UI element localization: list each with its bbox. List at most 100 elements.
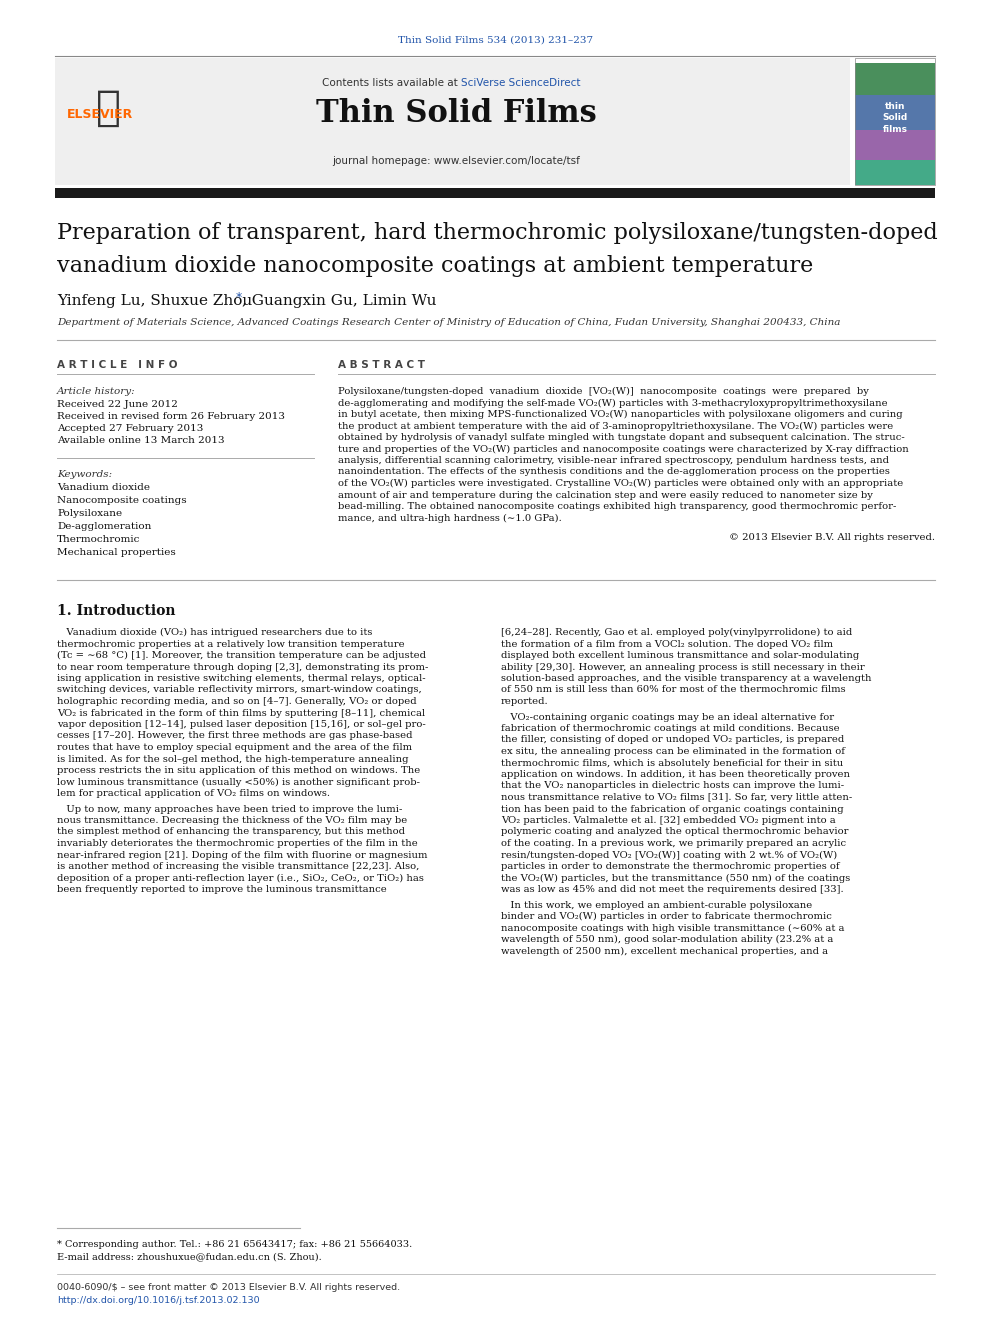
Text: polymeric coating and analyzed the optical thermochromic behavior: polymeric coating and analyzed the optic…: [501, 827, 848, 836]
Text: thermochromic films, which is absolutely beneficial for their in situ: thermochromic films, which is absolutely…: [501, 758, 843, 767]
Text: that the VO₂ nanoparticles in dielectric hosts can improve the lumi-: that the VO₂ nanoparticles in dielectric…: [501, 782, 844, 791]
Bar: [855, 95, 935, 130]
Text: nous transmittance relative to VO₂ films [31]. So far, very little atten-: nous transmittance relative to VO₂ films…: [501, 792, 852, 802]
Text: process restricts the in situ application of this method on windows. The: process restricts the in situ applicatio…: [57, 766, 421, 775]
Bar: [62, 65, 155, 152]
Text: mance, and ultra-high hardness (∼1.0 GPa).: mance, and ultra-high hardness (∼1.0 GPa…: [338, 513, 561, 523]
Text: journal homepage: www.elsevier.com/locate/tsf: journal homepage: www.elsevier.com/locat…: [332, 156, 580, 165]
Text: Polysiloxane/tungsten-doped  vanadium  dioxide  [VO₂(W)]  nanocomposite  coating: Polysiloxane/tungsten-doped vanadium dio…: [338, 388, 869, 396]
Text: Received 22 June 2012: Received 22 June 2012: [57, 400, 178, 409]
Text: solution-based approaches, and the visible transparency at a wavelength: solution-based approaches, and the visib…: [501, 673, 872, 683]
Text: was as low as 45% and did not meet the requirements desired [33].: was as low as 45% and did not meet the r…: [501, 885, 843, 894]
Text: Department of Materials Science, Advanced Coatings Research Center of Ministry o: Department of Materials Science, Advance…: [57, 318, 840, 327]
Text: lem for practical application of VO₂ films on windows.: lem for practical application of VO₂ fil…: [57, 789, 330, 798]
Text: binder and VO₂(W) particles in order to fabricate thermochromic: binder and VO₂(W) particles in order to …: [501, 912, 832, 921]
Text: Thermochromic: Thermochromic: [57, 534, 141, 544]
Text: wavelength of 2500 nm), excellent mechanical properties, and a: wavelength of 2500 nm), excellent mechan…: [501, 946, 828, 955]
Text: Vanadium dioxide (VO₂) has intrigued researchers due to its: Vanadium dioxide (VO₂) has intrigued res…: [57, 628, 372, 638]
Text: thermochromic properties at a relatively low transition temperature: thermochromic properties at a relatively…: [57, 639, 405, 648]
Text: nanocomposite coatings with high visible transmittance (∼60% at a: nanocomposite coatings with high visible…: [501, 923, 844, 933]
Text: De-agglomeration: De-agglomeration: [57, 523, 152, 531]
Text: *: *: [235, 291, 242, 304]
Text: Preparation of transparent, hard thermochromic polysiloxane/tungsten-doped: Preparation of transparent, hard thermoc…: [57, 222, 937, 243]
Text: , Guangxin Gu, Limin Wu: , Guangxin Gu, Limin Wu: [241, 294, 436, 308]
Text: the VO₂(W) particles, but the transmittance (550 nm) of the coatings: the VO₂(W) particles, but the transmitta…: [501, 873, 850, 882]
Text: the filler, consisting of doped or undoped VO₂ particles, is prepared: the filler, consisting of doped or undop…: [501, 736, 844, 745]
Text: displayed both excellent luminous transmittance and solar-modulating: displayed both excellent luminous transm…: [501, 651, 859, 660]
Text: thin
Solid
films: thin Solid films: [882, 102, 908, 134]
Text: Contents lists available at: Contents lists available at: [322, 78, 461, 89]
Text: the simplest method of enhancing the transparency, but this method: the simplest method of enhancing the tra…: [57, 827, 405, 836]
Text: VO₂ is fabricated in the form of thin films by sputtering [8–11], chemical: VO₂ is fabricated in the form of thin fi…: [57, 709, 426, 717]
Text: VO₂-containing organic coatings may be an ideal alternative for: VO₂-containing organic coatings may be a…: [501, 713, 834, 721]
Text: the product at ambient temperature with the aid of 3-aminopropyltriethoxysilane.: the product at ambient temperature with …: [338, 422, 893, 430]
Bar: [855, 64, 935, 95]
Text: resin/tungsten-doped VO₂ [VO₂(W)] coating with 2 wt.% of VO₂(W): resin/tungsten-doped VO₂ [VO₂(W)] coatin…: [501, 851, 837, 860]
Text: in butyl acetate, then mixing MPS-functionalized VO₂(W) nanoparticles with polys: in butyl acetate, then mixing MPS-functi…: [338, 410, 903, 419]
Text: ELSEVIER: ELSEVIER: [66, 108, 133, 122]
Text: E-mail address: zhoushuxue@fudan.edu.cn (S. Zhou).: E-mail address: zhoushuxue@fudan.edu.cn …: [57, 1252, 321, 1261]
Text: VO₂ particles. Valmalette et al. [32] embedded VO₂ pigment into a: VO₂ particles. Valmalette et al. [32] em…: [501, 816, 835, 826]
Text: deposition of a proper anti-reflection layer (i.e., SiO₂, CeO₂, or TiO₂) has: deposition of a proper anti-reflection l…: [57, 873, 424, 882]
Text: particles in order to demonstrate the thermochromic properties of: particles in order to demonstrate the th…: [501, 863, 839, 871]
Text: Received in revised form 26 February 2013: Received in revised form 26 February 201…: [57, 411, 285, 421]
Text: 0040-6090/$ – see front matter © 2013 Elsevier B.V. All rights reserved.: 0040-6090/$ – see front matter © 2013 El…: [57, 1283, 400, 1293]
Text: Keywords:: Keywords:: [57, 470, 112, 479]
Text: 1. Introduction: 1. Introduction: [57, 605, 176, 618]
Text: © 2013 Elsevier B.V. All rights reserved.: © 2013 Elsevier B.V. All rights reserved…: [729, 533, 935, 542]
Text: vanadium dioxide nanocomposite coatings at ambient temperature: vanadium dioxide nanocomposite coatings …: [57, 255, 813, 277]
Text: reported.: reported.: [501, 697, 549, 706]
Text: analysis, differential scanning calorimetry, visible-near infrared spectroscopy,: analysis, differential scanning calorime…: [338, 456, 889, 464]
Text: ex situ, the annealing process can be eliminated in the formation of: ex situ, the annealing process can be el…: [501, 747, 845, 755]
Text: Yinfeng Lu, Shuxue Zhou: Yinfeng Lu, Shuxue Zhou: [57, 294, 257, 308]
Text: ising application in resistive switching elements, thermal relays, optical-: ising application in resistive switching…: [57, 673, 426, 683]
Text: wavelength of 550 nm), good solar-modulation ability (23.2% at a: wavelength of 550 nm), good solar-modula…: [501, 935, 833, 945]
Text: In this work, we employed an ambient-curable polysiloxane: In this work, we employed an ambient-cur…: [501, 901, 812, 909]
Text: invariably deteriorates the thermochromic properties of the film in the: invariably deteriorates the thermochromi…: [57, 839, 418, 848]
Bar: [55, 58, 850, 185]
Text: nanoindentation. The effects of the synthesis conditions and the de-agglomeratio: nanoindentation. The effects of the synt…: [338, 467, 890, 476]
Text: [6,24–28]. Recently, Gao et al. employed poly(vinylpyrrolidone) to aid: [6,24–28]. Recently, Gao et al. employed…: [501, 628, 852, 638]
Text: amount of air and temperature during the calcination step and were easily reduce: amount of air and temperature during the…: [338, 491, 873, 500]
Text: 🌲: 🌲: [95, 87, 120, 130]
Text: holographic recording media, and so on [4–7]. Generally, VO₂ or doped: holographic recording media, and so on […: [57, 697, 417, 706]
Text: * Corresponding author. Tel.: +86 21 65643417; fax: +86 21 55664033.: * Corresponding author. Tel.: +86 21 656…: [57, 1240, 413, 1249]
Text: switching devices, variable reflectivity mirrors, smart-window coatings,: switching devices, variable reflectivity…: [57, 685, 422, 695]
Text: is another method of increasing the visible transmittance [22,23]. Also,: is another method of increasing the visi…: [57, 863, 420, 871]
Bar: [855, 160, 935, 185]
Text: tion has been paid to the fabrication of organic coatings containing: tion has been paid to the fabrication of…: [501, 804, 843, 814]
Bar: [855, 58, 935, 185]
Bar: [55, 188, 935, 198]
Text: http://dx.doi.org/10.1016/j.tsf.2013.02.130: http://dx.doi.org/10.1016/j.tsf.2013.02.…: [57, 1297, 260, 1304]
Text: been frequently reported to improve the luminous transmittance: been frequently reported to improve the …: [57, 885, 387, 894]
Text: de-agglomerating and modifying the self-made VO₂(W) particles with 3-methacrylox: de-agglomerating and modifying the self-…: [338, 398, 888, 407]
Text: Accepted 27 February 2013: Accepted 27 February 2013: [57, 423, 203, 433]
Text: near-infrared region [21]. Doping of the film with fluorine or magnesium: near-infrared region [21]. Doping of the…: [57, 851, 428, 860]
Text: Up to now, many approaches have been tried to improve the lumi-: Up to now, many approaches have been tri…: [57, 804, 403, 814]
Text: Available online 13 March 2013: Available online 13 March 2013: [57, 437, 224, 445]
Text: (Tc = ∼68 °C) [1]. Moreover, the transition temperature can be adjusted: (Tc = ∼68 °C) [1]. Moreover, the transit…: [57, 651, 426, 660]
Text: Article history:: Article history:: [57, 388, 136, 396]
Text: obtained by hydrolysis of vanadyl sulfate mingled with tungstate dopant and subs: obtained by hydrolysis of vanadyl sulfat…: [338, 433, 905, 442]
Text: of 550 nm is still less than 60% for most of the thermochromic films: of 550 nm is still less than 60% for mos…: [501, 685, 845, 695]
Text: Mechanical properties: Mechanical properties: [57, 548, 176, 557]
Text: Thin Solid Films: Thin Solid Films: [315, 98, 597, 130]
Text: bead-milling. The obtained nanocomposite coatings exhibited high transparency, g: bead-milling. The obtained nanocomposite…: [338, 501, 897, 511]
Text: fabrication of thermochromic coatings at mild conditions. Because: fabrication of thermochromic coatings at…: [501, 724, 839, 733]
Text: low luminous transmittance (usually <50%) is another significant prob-: low luminous transmittance (usually <50%…: [57, 778, 420, 787]
Text: routes that have to employ special equipment and the area of the film: routes that have to employ special equip…: [57, 744, 412, 751]
Text: vapor deposition [12–14], pulsed laser deposition [15,16], or sol–gel pro-: vapor deposition [12–14], pulsed laser d…: [57, 720, 426, 729]
Text: to near room temperature through doping [2,3], demonstrating its prom-: to near room temperature through doping …: [57, 663, 429, 672]
Text: ability [29,30]. However, an annealing process is still necessary in their: ability [29,30]. However, an annealing p…: [501, 663, 865, 672]
Text: the formation of a film from a VOCl₂ solution. The doped VO₂ film: the formation of a film from a VOCl₂ sol…: [501, 639, 833, 648]
Text: Vanadium dioxide: Vanadium dioxide: [57, 483, 150, 492]
Text: is limited. As for the sol–gel method, the high-temperature annealing: is limited. As for the sol–gel method, t…: [57, 754, 409, 763]
Text: Nanocomposite coatings: Nanocomposite coatings: [57, 496, 186, 505]
Text: Thin Solid Films 534 (2013) 231–237: Thin Solid Films 534 (2013) 231–237: [399, 36, 593, 45]
Text: of the VO₂(W) particles were investigated. Crystalline VO₂(W) particles were obt: of the VO₂(W) particles were investigate…: [338, 479, 904, 488]
Text: cesses [17–20]. However, the first three methods are gas phase-based: cesses [17–20]. However, the first three…: [57, 732, 413, 741]
Text: nous transmittance. Decreasing the thickness of the VO₂ film may be: nous transmittance. Decreasing the thick…: [57, 816, 408, 826]
Bar: [855, 130, 935, 160]
Text: A B S T R A C T: A B S T R A C T: [338, 360, 425, 370]
Text: of the coating. In a previous work, we primarily prepared an acrylic: of the coating. In a previous work, we p…: [501, 839, 846, 848]
